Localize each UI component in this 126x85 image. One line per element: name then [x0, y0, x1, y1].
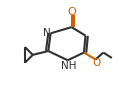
Text: O: O: [67, 7, 76, 17]
Text: O: O: [92, 58, 100, 68]
Text: NH: NH: [61, 61, 77, 71]
Text: N: N: [43, 28, 51, 38]
